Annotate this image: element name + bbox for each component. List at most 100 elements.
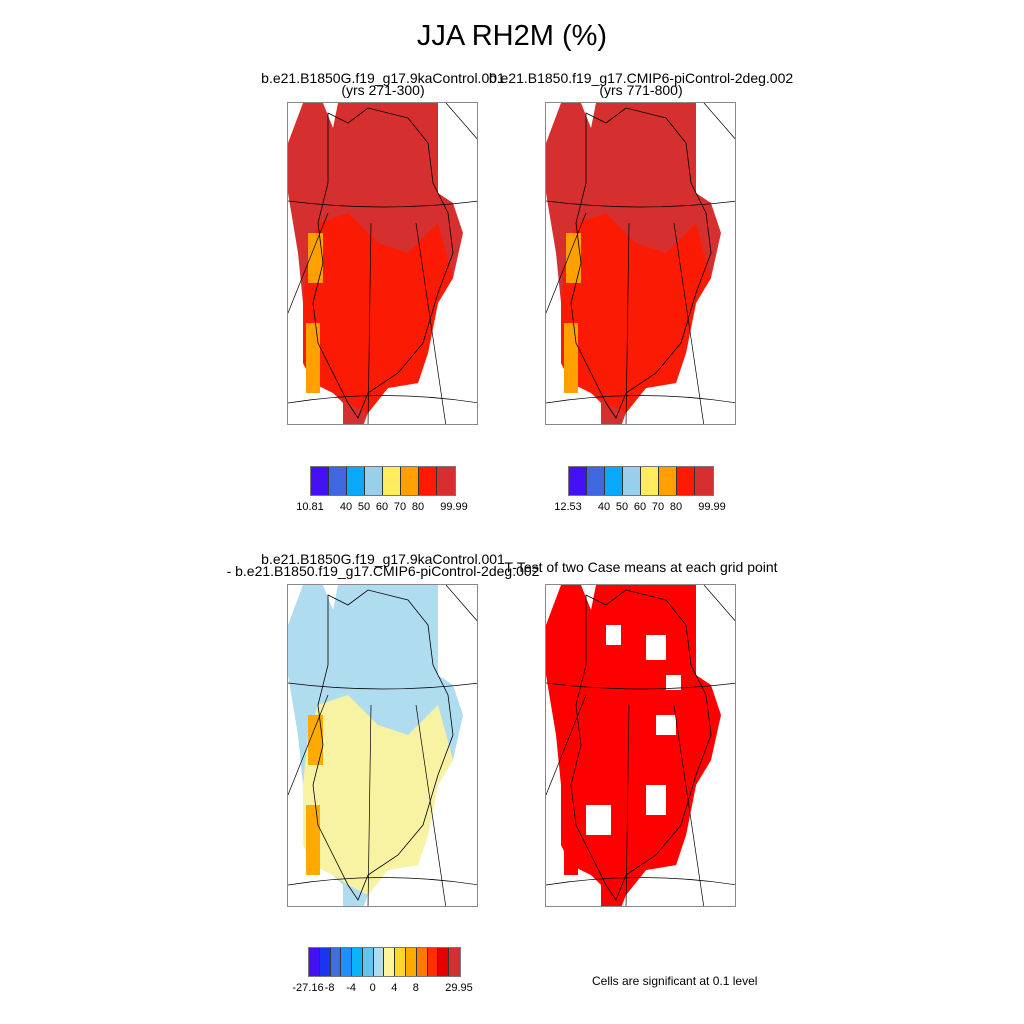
colorbar-label: 50 [357, 501, 371, 513]
colorbar-swatch [395, 948, 407, 976]
colorbar-swatch [659, 467, 677, 495]
panel-4-title: T-Test of two Case means at each grid po… [445, 559, 837, 575]
latitude-line [546, 200, 735, 208]
map-canvas [288, 585, 477, 906]
colorbar-swatch [677, 467, 695, 495]
field-fill-secondary [561, 695, 711, 895]
colorbar-swatch [311, 467, 329, 495]
colorbar-label: 80 [411, 501, 425, 513]
insignificant-cell [646, 635, 666, 660]
colorbar-swatch [416, 948, 428, 976]
colorbar-label: 40 [339, 501, 353, 513]
meridian-line [415, 704, 447, 906]
field-fill-accent [564, 323, 578, 393]
latitude-line [288, 395, 477, 404]
colorbar-label: 60 [633, 501, 647, 513]
colorbar-swatch [384, 948, 396, 976]
field-fill-secondary [303, 213, 453, 413]
coastline [312, 589, 454, 901]
colorbar-swatch [347, 467, 365, 495]
insignificant-cell [606, 625, 621, 645]
colorbar-swatch [365, 467, 383, 495]
meridian-line [673, 222, 705, 424]
meridian-line [703, 103, 735, 140]
colorbar-swatch [437, 467, 455, 495]
meridian-line [625, 222, 630, 424]
panel-4-title-line-1: T-Test of two Case means at each grid po… [504, 559, 778, 575]
colorbar-label: 70 [393, 501, 407, 513]
latitude-line [546, 877, 735, 886]
colorbar-swatch [406, 948, 417, 976]
map-panel-case2 [545, 102, 736, 425]
meridian-line [288, 694, 329, 796]
colorbar-label: -8 [324, 982, 335, 994]
meridian-line [445, 585, 477, 622]
coastline [570, 107, 712, 419]
panel-2-title-line-2: (yrs 771-800) [599, 82, 683, 98]
map-canvas [546, 585, 735, 906]
colorbar-swatch [419, 467, 437, 495]
colorbar-label: 80 [669, 501, 683, 513]
colorbar-swatch [427, 948, 439, 976]
latitude-line [288, 200, 477, 208]
meridian-line [703, 585, 735, 622]
colorbar-label: 8 [412, 982, 419, 994]
panel-3-title: b.e21.B1850G.f19_g17.9kaControl.001 - b.… [187, 551, 579, 578]
meridian-line [546, 694, 587, 796]
coastline [312, 107, 454, 419]
panel-2-title-line-1: b.e21.B1850.f19_g17.CMIP6-piControl-2deg… [488, 70, 794, 86]
meridian-line [367, 704, 372, 906]
colorbar-case2 [568, 466, 714, 496]
insignificant-cell [586, 805, 611, 835]
field-fill-secondary [303, 695, 453, 895]
colorbar-case1 [310, 466, 456, 496]
colorbar-swatch [641, 467, 659, 495]
colorbar-swatch [352, 948, 363, 976]
panel-1-title: b.e21.B1850G.f19_g17.9kaControl.001 (yrs… [187, 70, 579, 98]
meridian-line [546, 212, 587, 314]
colorbar-swatch [569, 467, 587, 495]
colorbar-swatch [695, 467, 713, 495]
colorbar-swatch [373, 948, 385, 976]
latitude-line [288, 877, 477, 886]
map-panel-case1 [287, 102, 478, 425]
colorbar-swatch [329, 467, 347, 495]
panel-3-title-line-1: b.e21.B1850G.f19_g17.9kaControl.001 [261, 551, 505, 567]
coastline [570, 589, 712, 901]
insignificant-cell [666, 675, 681, 690]
panel-1-title-line-1: b.e21.B1850G.f19_g17.9kaControl.001 [261, 70, 505, 86]
panel-1-title-line-2: (yrs 271-300) [341, 82, 425, 98]
colorbar-label: -27.16 [292, 982, 324, 994]
map-panel-difference [287, 584, 478, 907]
map-canvas [546, 103, 735, 424]
colorbar-label: 12.53 [554, 501, 582, 513]
panel-2-title: b.e21.B1850.f19_g17.CMIP6-piControl-2deg… [445, 70, 837, 98]
insignificant-cell [656, 715, 676, 735]
meridian-line [625, 704, 630, 906]
field-fill-accent [566, 233, 581, 283]
field-fill-accent [566, 715, 581, 765]
insignificant-cell [646, 785, 666, 815]
colorbar-swatch [319, 948, 331, 976]
meridian-line [445, 103, 477, 140]
field-fill-accent [564, 805, 578, 875]
colorbar-swatch [362, 948, 374, 976]
field-fill-accent [306, 323, 320, 393]
map-canvas [288, 103, 477, 424]
field-fill-accent [308, 233, 323, 283]
colorbar-label: 40 [597, 501, 611, 513]
map-panel-ttest [545, 584, 736, 907]
colorbar-difference [308, 947, 461, 977]
colorbar-label: 0 [369, 982, 376, 994]
latitude-line [288, 682, 477, 690]
colorbar-swatch [587, 467, 605, 495]
meridian-line [288, 212, 329, 314]
significance-note: Cells are significant at 0.1 level [592, 974, 758, 988]
colorbar-swatch [341, 948, 353, 976]
colorbar-label: 70 [651, 501, 665, 513]
figure-title: JJA RH2M (%) [416, 20, 608, 52]
colorbar-label: 99.99 [698, 501, 726, 513]
meridian-line [367, 222, 372, 424]
colorbar-swatch [623, 467, 641, 495]
colorbar-swatch [383, 467, 401, 495]
